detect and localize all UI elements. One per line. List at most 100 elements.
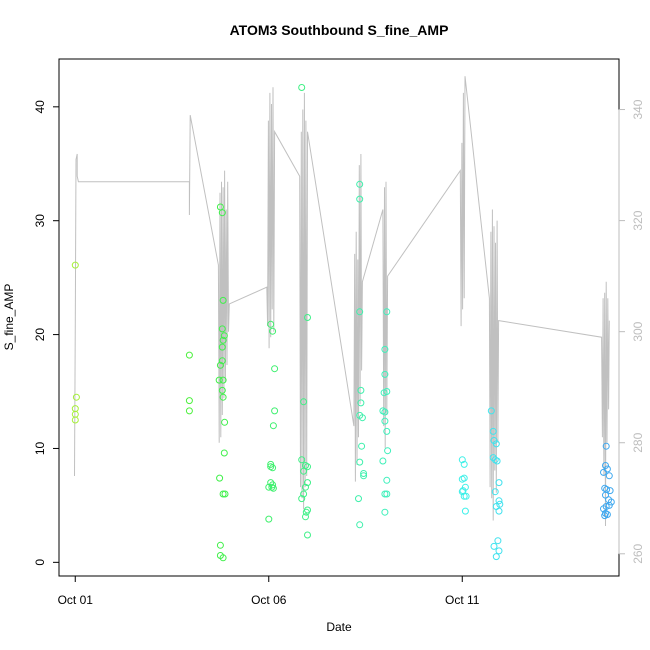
data-point — [381, 508, 389, 516]
data-point — [218, 357, 226, 365]
data-point — [493, 457, 501, 465]
data-point — [298, 456, 306, 464]
data-point — [356, 180, 364, 188]
data-point — [603, 465, 611, 473]
right-tick-label: 340 — [631, 99, 645, 119]
data-point — [218, 325, 226, 333]
data-point — [265, 515, 273, 523]
data-point — [221, 490, 229, 498]
data-point — [71, 261, 79, 269]
left-tick-label: 20 — [33, 328, 47, 342]
data-point — [267, 479, 275, 487]
data-point — [304, 463, 311, 471]
data-point — [460, 492, 468, 500]
point-series-layer — [71, 84, 615, 562]
data-point — [216, 474, 224, 482]
data-point — [216, 541, 224, 549]
data-point — [219, 554, 227, 562]
data-point — [269, 327, 277, 335]
data-point — [71, 416, 79, 424]
data-point — [218, 386, 226, 394]
data-point — [298, 495, 306, 503]
data-point — [383, 427, 391, 435]
data-point — [381, 370, 389, 378]
data-point — [300, 467, 308, 475]
data-point — [304, 314, 311, 321]
data-point — [356, 521, 364, 529]
data-point — [302, 483, 309, 491]
x-axis: Oct 01 Oct 06 Oct 11 — [58, 575, 480, 607]
left-tick-label: 30 — [33, 214, 47, 228]
data-point — [492, 440, 500, 448]
data-point — [492, 553, 500, 561]
data-point — [218, 343, 226, 351]
data-point — [219, 393, 227, 401]
data-point — [381, 408, 389, 416]
right-tick-label: 320 — [631, 210, 645, 230]
data-point — [458, 488, 466, 496]
data-point — [360, 470, 368, 477]
data-point — [219, 490, 227, 498]
data-point — [379, 457, 387, 465]
left-tick-label: 10 — [33, 441, 47, 455]
right-tick-label: 280 — [631, 432, 645, 452]
data-point — [461, 507, 469, 515]
data-point — [458, 456, 466, 464]
data-point — [460, 460, 468, 468]
data-point — [271, 365, 279, 373]
data-point — [356, 308, 364, 316]
data-point — [602, 442, 610, 450]
data-point — [72, 393, 80, 401]
data-point — [495, 547, 503, 555]
data-point — [300, 490, 308, 498]
chart-title: ATOM3 Southbound S_fine_AMP — [230, 22, 449, 38]
line-series-layer — [74, 76, 610, 527]
left-tick-label: 40 — [33, 100, 47, 114]
data-point — [304, 479, 311, 487]
data-point — [221, 418, 229, 426]
right-tick-label: 300 — [631, 321, 645, 341]
data-point — [355, 495, 362, 503]
x-tick-label: Oct 11 — [445, 593, 480, 607]
data-point — [383, 490, 391, 498]
data-point — [601, 512, 609, 520]
data-point — [219, 376, 227, 384]
plot-frame — [58, 58, 620, 577]
data-point — [491, 456, 499, 464]
data-point — [220, 332, 228, 340]
data-point — [600, 505, 607, 513]
x-tick-label: Oct 06 — [251, 593, 287, 607]
data-point — [267, 320, 275, 328]
data-point — [495, 497, 503, 505]
data-point — [269, 481, 277, 489]
data-point — [356, 195, 364, 203]
data-point — [496, 500, 504, 508]
data-point — [267, 460, 275, 468]
data-point — [383, 476, 391, 484]
data-point — [495, 507, 503, 515]
data-point — [358, 442, 366, 450]
data-point — [380, 389, 388, 397]
data-point — [271, 407, 279, 415]
right-y-axis: 260 280 300 320 340 — [618, 99, 645, 564]
data-point — [491, 488, 499, 496]
data-point — [269, 484, 277, 492]
data-point — [384, 447, 392, 455]
data-point — [219, 336, 227, 344]
data-point — [267, 463, 275, 471]
left-tick-label: 0 — [33, 559, 47, 566]
data-point — [489, 427, 497, 435]
data-point — [495, 479, 503, 487]
data-point — [602, 462, 609, 469]
data-point — [605, 501, 613, 509]
data-point — [462, 492, 470, 500]
data-point — [185, 407, 193, 415]
data-point — [218, 209, 226, 217]
data-point — [300, 398, 308, 406]
data-point — [215, 376, 223, 384]
data-point — [298, 84, 306, 91]
data-point — [219, 296, 227, 304]
data-point — [490, 542, 498, 550]
data-point — [357, 386, 365, 394]
x-tick-label: Oct 01 — [58, 593, 94, 607]
